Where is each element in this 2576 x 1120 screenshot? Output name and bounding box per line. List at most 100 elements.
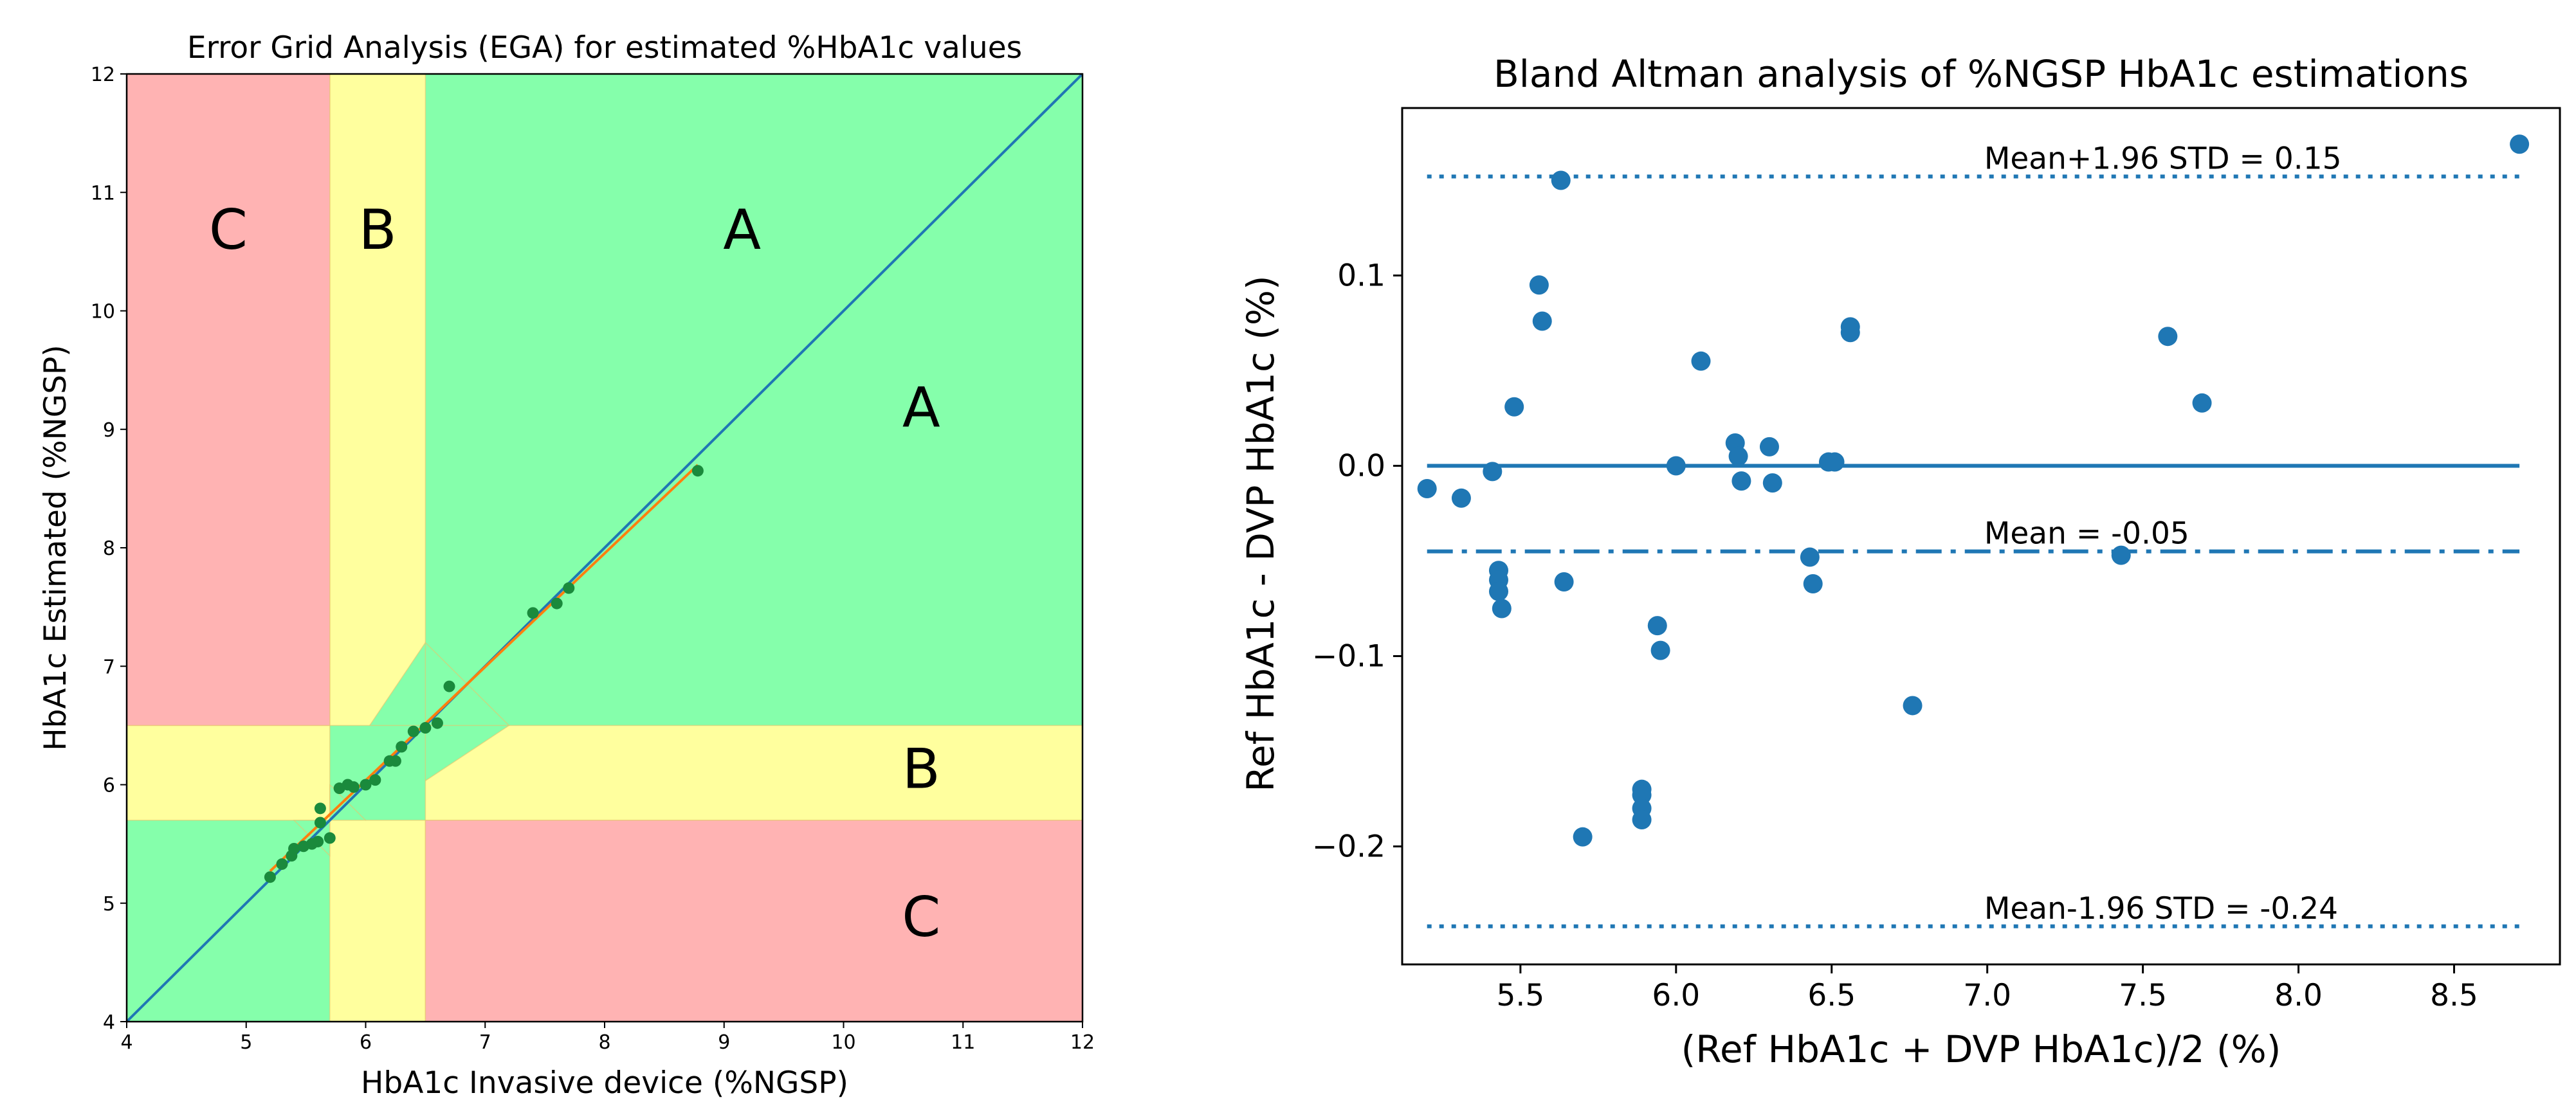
- ega-y-tick-label: 9: [103, 419, 115, 442]
- ba-point: [1903, 696, 1923, 716]
- ega-x-tick-label: 6: [360, 1031, 372, 1054]
- ega-zone-label-a: A: [902, 376, 940, 440]
- ba-point: [1691, 351, 1711, 371]
- ba-mean-label: Mean = -0.05: [1984, 516, 2189, 552]
- ba-point: [1529, 275, 1549, 295]
- ega-region-c-5: [425, 820, 1083, 1022]
- ba-point: [1451, 488, 1471, 508]
- ega-point: [431, 717, 443, 729]
- ba-point: [1532, 311, 1552, 331]
- ba-y-tick-label: 0.1: [1337, 258, 1385, 293]
- ega-point: [276, 858, 288, 870]
- ba-x-ticks: 5.5 6.0 6.5 7.0 7.5 8.0 8.5: [1496, 964, 2478, 1013]
- ega-point: [312, 835, 324, 847]
- ega-y-tick-label: 4: [103, 1011, 115, 1034]
- ega-point: [324, 832, 336, 844]
- bland-altman-chart: Mean+1.96 STD = 0.15 Mean = -0.05 Mean-1.9…: [1239, 52, 2561, 1071]
- ega-zone-labels: C B A A B C: [209, 198, 940, 950]
- ega-point: [691, 465, 704, 477]
- ega-x-tick-label: 4: [120, 1031, 132, 1054]
- ega-y-tick-label: 10: [91, 301, 115, 323]
- ega-x-tick-label: 11: [951, 1031, 975, 1054]
- ega-x-tick-label: 12: [1070, 1031, 1095, 1054]
- ba-x-tick-label: 7.0: [1963, 978, 2011, 1013]
- ega-point: [347, 781, 360, 793]
- ba-upper-loa-label: Mean+1.96 STD = 0.15: [1984, 141, 2342, 177]
- ega-point: [563, 582, 575, 594]
- ba-x-tick-label: 7.5: [2119, 978, 2167, 1013]
- ega-region-c-4: [126, 73, 331, 727]
- ba-point: [1554, 572, 1574, 592]
- ba-point: [1647, 616, 1667, 636]
- ba-point: [1759, 437, 1779, 456]
- ba-y-axis-label: Ref HbA1c - DVP HbA1c (%): [1239, 275, 1283, 791]
- ba-point: [1800, 547, 1820, 567]
- ega-point: [396, 741, 408, 753]
- ega-x-tick-label: 10: [831, 1031, 855, 1054]
- ega-chart: C B A A B C 4 5 6 7 8 9 10 11 12 4 5 6 7 8 9 10 11 12 Error G…: [38, 30, 1095, 1101]
- ega-fit-line: [269, 464, 699, 872]
- ega-point: [288, 842, 300, 854]
- ega-y-tick-label: 6: [103, 775, 115, 797]
- ba-plot-frame: [1401, 107, 2561, 966]
- ba-point: [1483, 462, 1503, 482]
- ba-point: [1492, 599, 1512, 619]
- ega-y-tick-label: 5: [103, 893, 115, 916]
- ega-zone-label-c: C: [902, 885, 940, 950]
- ba-x-tick-label: 5.5: [1496, 978, 1544, 1013]
- ba-title: Bland Altman analysis of %NGSP HbA1c est…: [1494, 52, 2469, 96]
- ba-y-tick-label: 0.0: [1337, 448, 1385, 483]
- ega-points: [264, 465, 704, 883]
- ba-point: [1573, 827, 1593, 847]
- ega-y-axis-label: HbA1c Estimated (%NGSP): [38, 345, 73, 750]
- ba-x-tick-label: 6.5: [1807, 978, 1856, 1013]
- ega-point: [419, 722, 432, 734]
- ega-point: [264, 871, 276, 883]
- ba-point: [1504, 397, 1524, 417]
- ega-y-tick-label: 11: [91, 182, 115, 204]
- ega-point: [360, 779, 372, 791]
- ba-point: [1650, 640, 1670, 660]
- ba-point: [1840, 323, 1860, 343]
- ba-annotations: Mean+1.96 STD = 0.15 Mean = -0.05 Mean-1.9…: [1984, 141, 2342, 926]
- ega-point: [314, 817, 326, 829]
- ega-zone-label-b: B: [359, 198, 397, 262]
- ba-point: [2111, 545, 2131, 565]
- ega-y-tick-label: 12: [91, 64, 115, 86]
- ba-point: [1825, 452, 1845, 472]
- ega-point: [369, 774, 381, 786]
- ba-point: [2158, 327, 2178, 347]
- ba-point: [1417, 479, 1437, 498]
- ega-zone-label-c: C: [209, 198, 248, 262]
- ega-title: Error Grid Analysis (EGA) for estimated …: [187, 30, 1022, 66]
- ega-x-tick-label: 8: [598, 1031, 610, 1054]
- ega-point: [443, 680, 455, 692]
- ba-x-axis-label: (Ref HbA1c + DVP HbA1c)/2 (%): [1681, 1027, 2281, 1071]
- ba-point: [1762, 473, 1782, 493]
- ega-y-tick-label: 7: [103, 656, 115, 678]
- ega-y-tick-label: 8: [103, 537, 115, 560]
- ega-x-tick-label: 7: [479, 1031, 491, 1054]
- ega-point: [407, 725, 419, 737]
- ega-zone-label-a: A: [723, 198, 761, 262]
- ba-y-ticks: −0.2 −0.1 0.0 0.1: [1312, 258, 1402, 864]
- ba-lower-loa-label: Mean-1.96 STD = -0.24: [1984, 891, 2338, 926]
- ba-point: [1728, 446, 1748, 466]
- ega-point: [314, 802, 326, 815]
- ega-x-tick-label: 9: [718, 1031, 730, 1054]
- ega-x-tick-label: 5: [240, 1031, 252, 1054]
- ba-point: [2510, 134, 2530, 154]
- ba-point: [1632, 810, 1652, 830]
- ega-point: [551, 597, 563, 610]
- ba-lines: [1427, 174, 2520, 928]
- ba-y-tick-label: −0.1: [1312, 638, 1385, 674]
- ba-point: [1551, 170, 1571, 190]
- ba-point: [1489, 581, 1508, 601]
- ba-points: [1417, 134, 2530, 847]
- ega-zone-label-b: B: [902, 737, 940, 801]
- ega-y-ticks: 4 5 6 7 8 9 10 11 12: [91, 64, 127, 1034]
- ba-x-tick-label: 8.5: [2430, 978, 2478, 1013]
- ba-y-tick-label: −0.2: [1312, 829, 1385, 864]
- ba-x-tick-label: 8.0: [2274, 978, 2323, 1013]
